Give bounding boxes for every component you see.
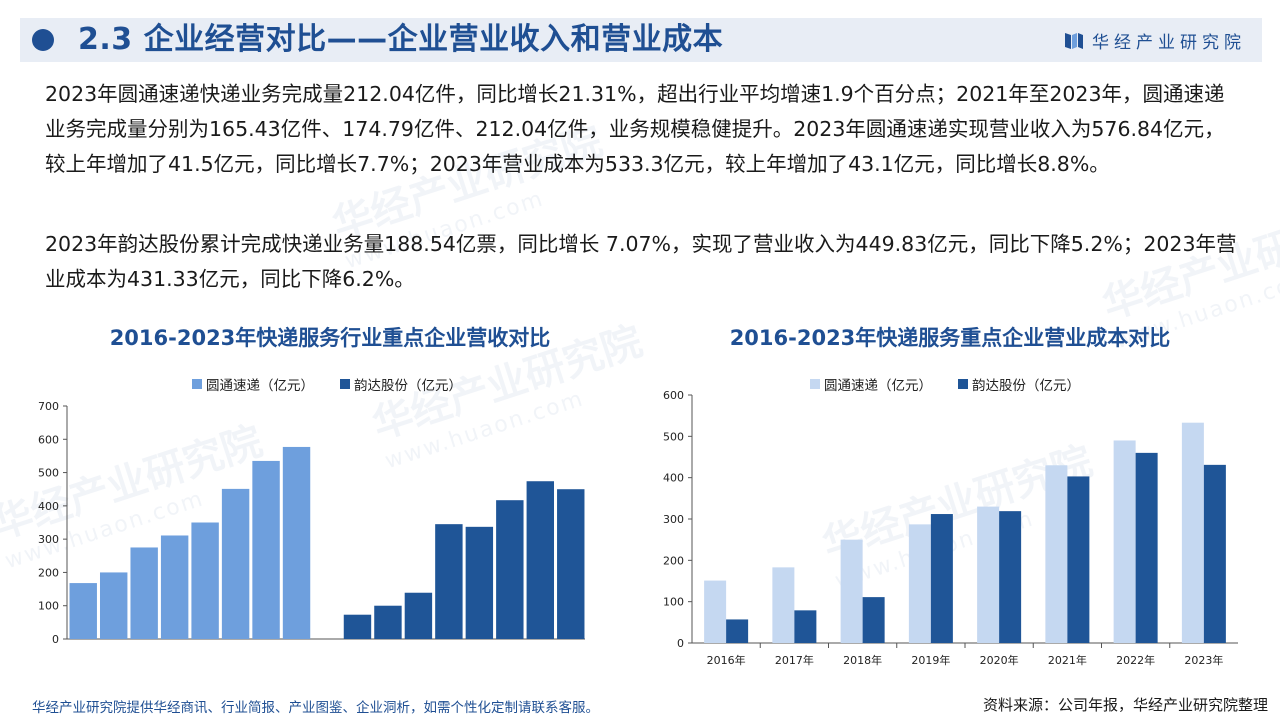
legend-revenue: 圆通速递（亿元） 韵达股份（亿元） bbox=[192, 374, 488, 394]
legend-item: 韵达股份（亿元） bbox=[340, 374, 462, 394]
chart-title-cost: 2016-2023年快递服务重点企业营业成本对比 bbox=[729, 326, 1171, 350]
legend-swatch bbox=[810, 379, 820, 389]
bar-yunda-2021 bbox=[496, 500, 524, 639]
bullet-dot-icon bbox=[32, 29, 54, 51]
bar-yto-2018 bbox=[130, 547, 158, 639]
bar-yto-2022 bbox=[252, 460, 280, 639]
y-tick-label: 500 bbox=[663, 430, 684, 443]
paragraph-yunda: 2023年韵达股份累计完成快递业务量188.54亿票，同比增长 7.07%，实现… bbox=[45, 232, 1237, 291]
y-tick-label: 500 bbox=[38, 467, 59, 480]
x-tick-label: 2017年 bbox=[775, 653, 814, 667]
bar-yunda-2017年 bbox=[794, 610, 817, 643]
x-tick-label: 2018年 bbox=[843, 653, 882, 667]
bar-yto-2020年 bbox=[977, 506, 1000, 643]
y-tick-label: 700 bbox=[38, 400, 59, 413]
legend-label: 圆通速递（亿元） bbox=[824, 378, 932, 394]
bar-yunda-2020 bbox=[465, 526, 494, 639]
bar-yunda-2022 bbox=[526, 481, 555, 639]
legend-swatch bbox=[192, 379, 202, 389]
bar-yunda-2017 bbox=[374, 605, 402, 639]
x-tick-label: 2021年 bbox=[1048, 653, 1087, 667]
bar-yto-2023 bbox=[282, 446, 311, 639]
x-tick-label: 2020年 bbox=[980, 653, 1019, 667]
bar-yunda-2022年 bbox=[1135, 452, 1158, 643]
bar-yto-2016 bbox=[69, 583, 97, 639]
y-tick-label: 300 bbox=[38, 533, 59, 546]
bar-yunda-2016 bbox=[343, 614, 372, 639]
y-tick-label: 0 bbox=[677, 637, 684, 650]
bar-yto-2017年 bbox=[772, 567, 795, 643]
paragraph-yto: 2023年圆通速递快递业务完成量212.04亿件，同比增长21.31%，超出行业… bbox=[45, 82, 1225, 176]
bar-yunda-2020年 bbox=[999, 511, 1022, 643]
bar-yto-2022年 bbox=[1113, 440, 1136, 643]
header-bar: 2.3 企业经营对比——企业营业收入和营业成本 华经产业研究院 bbox=[20, 18, 1262, 62]
bar-yto-2017 bbox=[99, 572, 128, 639]
y-tick-label: 200 bbox=[663, 554, 684, 567]
y-tick-label: 300 bbox=[663, 513, 684, 526]
y-tick-label: 200 bbox=[38, 566, 59, 579]
y-tick-label: 0 bbox=[52, 633, 59, 646]
cost-chart: 0 100 200 300 400 500 600 2016年 2017年 2018年 2019年 2… bbox=[663, 389, 1238, 667]
bar-yto-2018年 bbox=[840, 539, 863, 643]
page-title: 2.3 企业经营对比——企业营业收入和营业成本 bbox=[78, 22, 724, 57]
legend-cost: 圆通速递（亿元） 韵达股份（亿元） bbox=[810, 374, 1106, 394]
bar-yto-2019 bbox=[160, 535, 189, 639]
y-tick-label: 400 bbox=[663, 472, 684, 485]
legend-swatch bbox=[958, 379, 968, 389]
y-tick-label: 400 bbox=[38, 500, 59, 513]
bar-yunda-2016年 bbox=[726, 619, 749, 643]
x-tick-label: 2019年 bbox=[911, 653, 950, 667]
bar-yto-2020 bbox=[191, 522, 219, 639]
x-tick-label: 2016年 bbox=[707, 653, 746, 667]
bar-yto-2021年 bbox=[1045, 465, 1068, 643]
revenue-chart: 0 100 200 300 400 500 600 700 bbox=[38, 400, 585, 646]
brand-name: 华经产业研究院 bbox=[1092, 32, 1246, 53]
legend-label: 圆通速递（亿元） bbox=[206, 378, 314, 394]
bar-yto-2021 bbox=[221, 488, 250, 639]
legend-item: 韵达股份（亿元） bbox=[958, 374, 1080, 394]
brand-logo-icon bbox=[1065, 33, 1083, 49]
bar-yto-2016年 bbox=[704, 580, 727, 643]
brand: 华经产业研究院 bbox=[1064, 29, 1246, 53]
y-tick-label: 600 bbox=[663, 389, 684, 402]
chart-title-revenue: 2016-2023年快递服务行业重点企业营收对比 bbox=[109, 326, 551, 350]
x-tick-label: 2022年 bbox=[1116, 653, 1155, 667]
legend-label: 韵达股份（亿元） bbox=[354, 378, 462, 394]
legend-item: 圆通速递（亿元） bbox=[810, 374, 932, 394]
y-tick-label: 600 bbox=[38, 433, 59, 446]
bar-yunda-2023 bbox=[557, 489, 585, 639]
y-tick-label: 100 bbox=[38, 600, 59, 613]
legend-swatch bbox=[340, 379, 350, 389]
bar-yunda-2018年 bbox=[862, 597, 885, 643]
source-note: 资料来源：公司年报，华经产业研究院整理 bbox=[982, 696, 1268, 714]
x-tick-label: 2023年 bbox=[1184, 653, 1223, 667]
bar-yto-2019年 bbox=[908, 524, 931, 643]
y-tick-label: 100 bbox=[663, 596, 684, 609]
bar-yto-2023年 bbox=[1181, 422, 1204, 643]
bar-yunda-2023年 bbox=[1203, 464, 1226, 643]
footer-note: 华经产业研究院提供华经商讯、行业简报、产业图鉴、企业洞析，如需个性化定制请联系客… bbox=[32, 700, 599, 716]
legend-label: 韵达股份（亿元） bbox=[972, 378, 1080, 394]
bar-yunda-2021年 bbox=[1067, 476, 1090, 643]
bar-yunda-2018 bbox=[404, 592, 433, 639]
bar-yunda-2019 bbox=[435, 524, 463, 639]
legend-item: 圆通速递（亿元） bbox=[192, 374, 314, 394]
bar-yunda-2019年 bbox=[930, 514, 953, 643]
